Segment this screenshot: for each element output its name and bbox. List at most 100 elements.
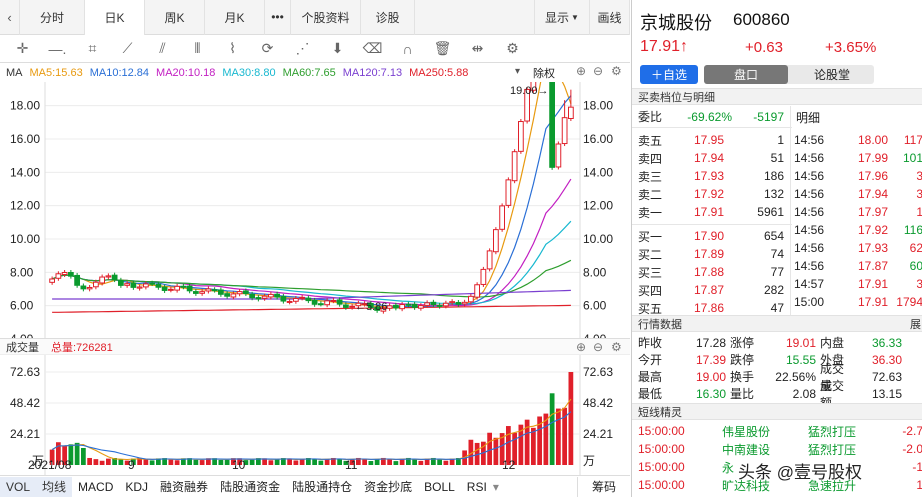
plus-icon[interactable]: ⊕	[576, 64, 587, 78]
volume-bar	[68, 444, 74, 465]
ma5-label: MA5:15.63	[29, 67, 83, 79]
ask-price: 17.95	[693, 133, 724, 147]
wave-icon[interactable]: ⌇	[229, 40, 236, 56]
volume-tick-label: 24.21	[10, 427, 40, 441]
tab-kdj[interactable]: KDJ	[125, 479, 149, 494]
minus-icon[interactable]: ⊖	[593, 339, 604, 354]
bid-price: 17.89	[693, 247, 724, 261]
crosshair-icon[interactable]: ✛	[16, 40, 29, 56]
volume-bar	[412, 459, 417, 465]
price-tick-label: 12.00	[10, 199, 40, 213]
ask-label: 卖五	[638, 133, 663, 148]
volume-tick-label: 72.63	[10, 365, 40, 379]
tab-diagnosis[interactable]: 诊股	[361, 0, 415, 35]
trade-time: 15:00	[794, 295, 825, 309]
candle-body	[411, 303, 418, 308]
crop-icon[interactable]: ⌗	[88, 40, 97, 56]
volume-tick-label-right: 72.63	[583, 365, 613, 379]
expand-link[interactable]: 展	[910, 318, 921, 331]
settings-icon[interactable]: ⚙	[611, 339, 622, 354]
settings-icon[interactable]: ⚙	[506, 40, 519, 56]
trade-time: 14:56	[794, 169, 825, 183]
stock-name: 京城股份	[640, 13, 712, 33]
tab-stock-profile[interactable]: 个股资料	[291, 0, 361, 35]
chevron-down-icon[interactable]: ▾	[492, 479, 499, 494]
more-tabs-icon[interactable]: •••	[265, 0, 291, 35]
candle-body	[343, 304, 349, 308]
volume-bar	[493, 437, 499, 465]
tab-margin[interactable]: 融资融券	[160, 480, 209, 494]
trade-volume: 117	[903, 133, 922, 147]
magnet-icon[interactable]: ∩	[402, 40, 413, 57]
volume-bar	[181, 458, 186, 465]
adjust-selector[interactable]: 除权	[533, 68, 555, 80]
candle-body	[274, 293, 280, 298]
candle-body	[424, 302, 430, 306]
volume-bar	[306, 458, 311, 465]
ask-level: 卖五 17.95 1	[632, 131, 792, 149]
add-watchlist-button[interactable]: ＋自选	[640, 65, 698, 84]
settings-icon[interactable]: ⚙	[611, 64, 622, 78]
display-menu[interactable]: 显示 ▼	[534, 0, 590, 35]
trash-icon[interactable]: 🗑	[433, 40, 452, 56]
ma10-line	[51, 95, 572, 308]
quote-value: 17.39	[695, 352, 726, 367]
tab-monthly-k[interactable]: 月K	[205, 0, 265, 35]
plus-icon[interactable]: ⊕	[576, 339, 587, 354]
chevron-down-icon[interactable]: ▾	[515, 66, 521, 77]
shortline-stock: 中南建设	[722, 442, 771, 457]
draw-line-menu[interactable]: 画线	[590, 0, 630, 35]
period-tab-bar: ‹ 分时 日K 周K 月K ••• 个股资料 诊股 显示 ▼ 画线	[0, 0, 630, 35]
tab-bottom-fishing[interactable]: 资金抄底	[364, 480, 413, 494]
tab-forum[interactable]: 论股堂	[813, 68, 850, 82]
tab-weekly-k[interactable]: 周K	[145, 0, 205, 35]
price-tick-label-right: 8.00	[583, 265, 607, 279]
shortline-header: 短线精灵	[632, 403, 922, 420]
center-icon[interactable]: ⇹	[471, 40, 484, 56]
tab-ma[interactable]: 均线	[36, 476, 73, 497]
candle-body	[199, 291, 205, 294]
candle-body	[168, 288, 174, 291]
back-icon[interactable]: ‹	[0, 0, 20, 35]
line-icon[interactable]: —.	[48, 40, 67, 57]
volume-bar	[56, 442, 61, 465]
volume-bar	[243, 460, 249, 465]
minus-icon[interactable]: ⊖	[593, 64, 604, 78]
tab-boll[interactable]: BOLL	[424, 479, 455, 494]
quote-value: 36.33	[871, 335, 902, 350]
candle-body	[493, 229, 499, 253]
candle-body	[368, 302, 374, 309]
tab-hk-holding[interactable]: 陆股通持仓	[292, 480, 353, 494]
tab-vol[interactable]: VOL	[0, 476, 37, 497]
volume-bar	[449, 458, 455, 465]
weibi-value: -5197	[753, 109, 784, 124]
tab-rsi[interactable]: RSI	[466, 479, 487, 494]
price-tick-label-right: 10.00	[583, 232, 613, 246]
bars-icon[interactable]: ⦀	[194, 40, 201, 56]
trade-time: 14:57	[794, 277, 825, 291]
fib-icon[interactable]: ⋰	[295, 40, 310, 56]
volume-bar	[456, 458, 461, 465]
fan-icon[interactable]: ⟋	[122, 40, 133, 56]
bid-label: 买四	[638, 283, 663, 298]
tab-macd[interactable]: MACD	[78, 479, 114, 494]
tab-hk-flow[interactable]: 陆股通资金	[220, 480, 281, 494]
ma-legend: MA MA5:15.63 MA10:12.84 MA20:10.18 MA30:…	[0, 64, 630, 82]
tab-intraday[interactable]: 分时	[20, 0, 85, 35]
volume-bar	[512, 432, 517, 465]
tab-orderbook[interactable]: 盘口	[704, 65, 788, 84]
volume-bar	[268, 460, 274, 465]
stock-code: 600860	[733, 10, 790, 29]
trade-volume: 116	[903, 223, 922, 237]
cycle-icon[interactable]: ⟳	[261, 40, 274, 56]
channel-icon[interactable]: ⫽	[159, 40, 166, 56]
candle-body	[555, 143, 562, 168]
tab-daily-k[interactable]: 日K	[85, 0, 145, 35]
tab-chips[interactable]: 筹码	[576, 476, 630, 497]
shortline-item: 15:00:00 永 -1	[632, 458, 922, 476]
candle-body	[455, 301, 462, 305]
price-tick-label: 8.00	[10, 265, 34, 279]
kline-chart[interactable]: 18.00 18.00 16.00 16.00 14.00 14.00 12.00 12.00…	[0, 82, 630, 475]
eraser-icon[interactable]: ⌫	[362, 40, 383, 56]
arrow-down-icon[interactable]: ⬇	[331, 40, 344, 56]
